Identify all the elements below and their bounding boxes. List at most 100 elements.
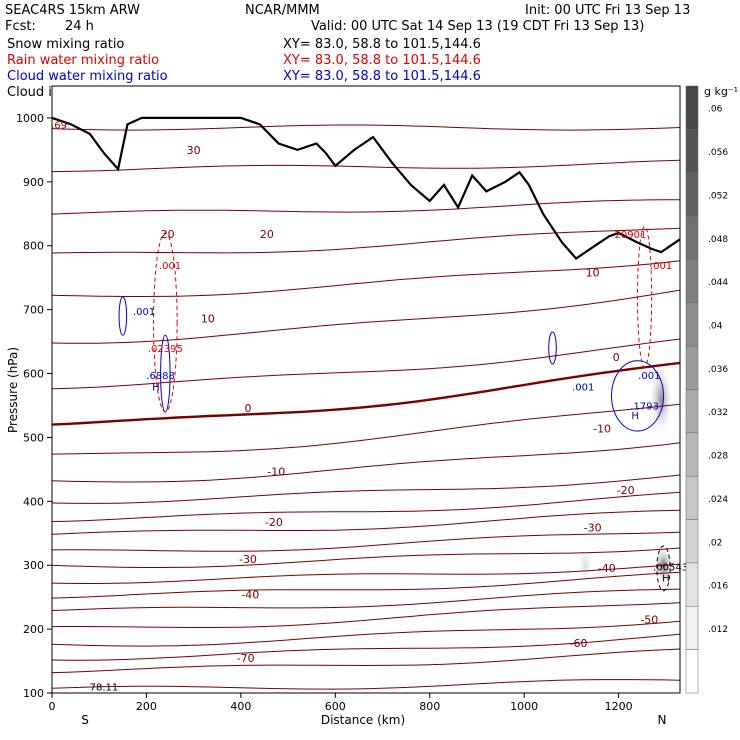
colorbar-label: .02 xyxy=(708,538,722,548)
contour-annotation: .001 xyxy=(650,261,672,272)
y-tick-label: 200 xyxy=(23,623,44,636)
isotherm-line xyxy=(51,124,681,131)
isotherm-line xyxy=(51,563,681,584)
x-tick-label: 400 xyxy=(230,700,251,713)
contour-label-layer: -70 -60 -50 -40 -40 -30 -30 -20 -20 -10 -10 0 0 10 10 2… xyxy=(51,120,688,693)
x-end-label-south: S xyxy=(81,713,89,727)
isotherm-label: -20 xyxy=(265,516,283,529)
fcst-value: 24 h xyxy=(65,19,94,34)
colorbar: .06 .056 .052 .048 .044 .04 .036 .032 .028 .024 .0… xyxy=(685,85,728,694)
colorbar-bin xyxy=(685,389,699,434)
contour-annotation: .69 xyxy=(51,120,67,131)
terrain-line xyxy=(51,116,681,260)
contour-annotation: .6888 xyxy=(146,371,175,382)
isotherm-line xyxy=(51,289,681,344)
colorbar-label: .04 xyxy=(708,321,723,331)
x-tick-label: 800 xyxy=(419,700,440,713)
colorbar-label: .016 xyxy=(708,582,728,592)
colorbar-bin xyxy=(685,302,699,347)
y-tick-label: 700 xyxy=(23,304,44,317)
y-tick-label: 900 xyxy=(23,176,44,189)
isotherm-label: 30 xyxy=(187,144,201,157)
legend-label: Snow mixing ratio xyxy=(7,37,124,52)
isotherm-line xyxy=(51,159,681,173)
colorbar-label: .044 xyxy=(708,278,728,288)
contour-annotation: H xyxy=(152,382,160,393)
model-title: SEAC4RS 15km ARW xyxy=(5,3,140,18)
isotherm-layer xyxy=(51,124,681,690)
isotherm-line xyxy=(51,531,681,552)
isotherm-label: 20 xyxy=(161,228,175,241)
x-tick-label: 0 xyxy=(49,700,56,713)
x-end-label-north: N xyxy=(658,713,667,727)
contour-annotation: H xyxy=(631,411,639,422)
snow-shading-blob xyxy=(648,360,674,438)
isotherm-label: -50 xyxy=(640,614,658,627)
contour-annotation: .02395 xyxy=(148,344,183,355)
colorbar-bin xyxy=(685,129,699,173)
isotherm-label: 10 xyxy=(586,267,600,280)
isotherm-label: -40 xyxy=(598,562,616,575)
init-time: Init: 00 UTC Fri 13 Sep 13 xyxy=(525,3,690,18)
contour-annotation: H xyxy=(662,573,670,584)
hydrometeor-contour-layer xyxy=(118,226,671,592)
legend-xy: XY= 83.0, 58.8 to 101.5,144.6 xyxy=(283,37,481,52)
colorbar-bin xyxy=(685,606,699,650)
isotherm-line xyxy=(51,491,681,522)
colorbar-bin xyxy=(685,345,699,390)
mixing-ratio-contour xyxy=(153,232,178,413)
isotherm-line xyxy=(51,227,681,254)
valid-time: Valid: 00 UTC Sat 14 Sep 13 (19 CDT Fri … xyxy=(311,19,644,34)
isotherm-label: -10 xyxy=(593,422,611,435)
contour-annotation: .001 xyxy=(638,371,660,382)
isotherm-label: -10 xyxy=(267,465,285,478)
isotherm-label: -40 xyxy=(241,589,259,602)
colorbar-bin xyxy=(685,259,699,304)
isotherm-label: 10 xyxy=(201,313,215,326)
contour-annotation: .1793 xyxy=(630,401,659,412)
axes-layer: 0 200 400 600 800 1000 12001002003004005006007… xyxy=(16,112,633,713)
isotherm-label: 0 xyxy=(613,351,620,364)
isotherm-label: -30 xyxy=(239,553,257,566)
isotherm-line xyxy=(51,260,681,297)
colorbar-label: .032 xyxy=(708,408,728,418)
isotherm-line xyxy=(51,547,681,568)
isotherm-line xyxy=(51,633,681,661)
y-tick-label: 400 xyxy=(23,495,44,508)
isotherm-label: -20 xyxy=(617,484,635,497)
mixing-ratio-contour xyxy=(637,226,653,368)
y-tick-label: 500 xyxy=(23,431,44,444)
legend-xy: XY= 83.0, 58.8 to 101.5,144.6 xyxy=(283,53,481,68)
isotherm-line xyxy=(51,679,681,690)
center-label: NCAR/MMM xyxy=(245,3,320,18)
y-tick-label: 800 xyxy=(23,240,44,253)
colorbar-bin xyxy=(685,519,699,564)
colorbar-label: .028 xyxy=(708,452,728,462)
mixing-ratio-contour xyxy=(548,331,557,365)
colorbar-bin xyxy=(685,475,699,520)
plot-frame xyxy=(51,85,681,694)
colorbar-label: .048 xyxy=(708,235,728,245)
colorbar-bin xyxy=(685,172,699,217)
legend-label: Rain water mixing ratio xyxy=(7,53,159,68)
y-tick-label: 600 xyxy=(23,368,44,381)
isotherm-line xyxy=(51,620,681,647)
x-tick-label: 1200 xyxy=(605,700,633,713)
isotherm-label: -60 xyxy=(569,637,587,650)
colorbar-label: .024 xyxy=(708,495,728,505)
isotherm-line xyxy=(51,509,681,535)
terrain-layer xyxy=(51,116,681,260)
isotherm-line xyxy=(51,571,681,599)
mixing-ratio-contour xyxy=(656,545,671,592)
contour-annotation: 20901 xyxy=(615,230,647,241)
colorbar-bin xyxy=(685,215,699,260)
contour-annotation: .00543 xyxy=(653,562,688,573)
colorbar-bin xyxy=(685,562,699,607)
colorbar-unit: g kg⁻¹ xyxy=(704,85,738,98)
isotherm-line xyxy=(51,602,681,628)
colorbar-bin xyxy=(685,85,699,130)
contour-annotation: 78.11 xyxy=(90,683,119,694)
isotherm-line xyxy=(51,199,680,215)
isotherm-line xyxy=(51,588,681,611)
